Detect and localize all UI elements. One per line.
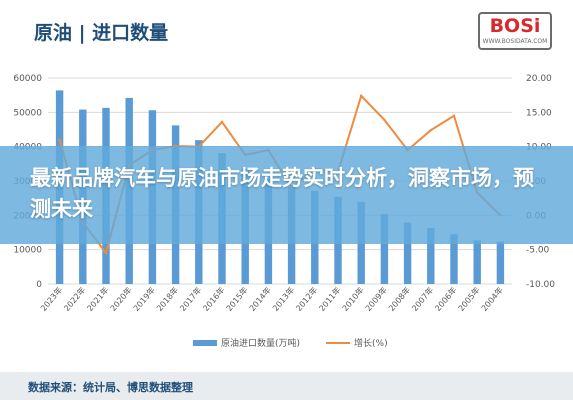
bar [403, 222, 412, 284]
x-tick-label: 2023年 [38, 285, 64, 313]
legend-swatch-bar [193, 340, 217, 346]
line-point [360, 94, 363, 98]
left-tick-label: 60000 [13, 74, 42, 84]
x-tick-label: 2005年 [456, 285, 482, 313]
source-bar: 数据来源：统计局、博思数据整理 [0, 372, 573, 400]
right-tick-label: 15.00 [526, 108, 552, 118]
x-tick-label: 2016年 [201, 285, 227, 313]
line-point [383, 118, 386, 122]
right-tick-label: -10.00 [526, 280, 555, 290]
x-tick-label: 2022年 [61, 285, 87, 313]
source-label: 数据来源：统计局、博思数据整理 [28, 381, 193, 394]
x-tick-label: 2011年 [317, 285, 343, 313]
line-point [220, 120, 224, 124]
bar [427, 228, 435, 284]
legend-label-bar: 原油进口数量(万吨) [221, 337, 300, 349]
bar [473, 240, 481, 284]
left-tick-label: 10000 [13, 246, 42, 256]
line-point [452, 114, 456, 117]
bar [380, 213, 389, 284]
line-point [429, 128, 432, 132]
x-tick-label: 2012年 [293, 285, 319, 313]
legend-label-line: 增长(%) [354, 337, 388, 349]
right-tick-label: -5.00 [526, 246, 550, 256]
x-tick-label: 2013年 [270, 285, 296, 313]
bar [496, 241, 505, 284]
line-point [104, 251, 108, 255]
bosi-logo: BOSi WWW.BOSIDATA.COM [478, 12, 552, 50]
x-tick-label: 2019年 [131, 285, 157, 313]
x-tick-label: 2015年 [224, 285, 250, 313]
x-tick-label: 2014年 [247, 285, 273, 313]
chart-title: 原油 | 进口数量 [34, 22, 169, 44]
right-tick-label: 20.00 [526, 74, 552, 84]
x-tick-label: 2017年 [177, 285, 203, 313]
line-point [58, 138, 61, 141]
x-tick-label: 2021年 [85, 285, 111, 313]
x-tick-label: 2020年 [108, 285, 134, 313]
bar [450, 234, 458, 284]
headline-banner: 最新品牌汽车与原油市场走势实时分析，洞察市场，预测未来 [0, 146, 573, 244]
x-tick-label: 2004年 [479, 285, 505, 313]
chart-header: 原油 | 进口数量 BOSi WWW.BOSIDATA.COM [14, 10, 560, 50]
chart-legend: 原油进口数量(万吨) 增长(%) [193, 337, 388, 349]
x-tick-label: 2018年 [154, 285, 180, 313]
x-tick-label: 2010年 [340, 285, 366, 313]
logo-text: BOSi [489, 15, 541, 37]
x-tick-label: 2006年 [433, 285, 459, 313]
logo-subtext: WWW.BOSIDATA.COM [482, 38, 548, 45]
left-tick-label: 50000 [13, 108, 42, 118]
x-tick-label: 2009年 [363, 285, 389, 313]
left-tick-label: 0 [36, 280, 42, 290]
x-tick-label: 2007年 [409, 285, 435, 313]
x-axis-ticks: 2023年2022年2021年2020年2019年2018年2017年2016年… [38, 285, 505, 313]
x-tick-label: 2008年 [386, 285, 412, 313]
headline-text: 最新品牌汽车与原油市场走势实时分析，洞察市场，预测未来 [30, 166, 534, 221]
